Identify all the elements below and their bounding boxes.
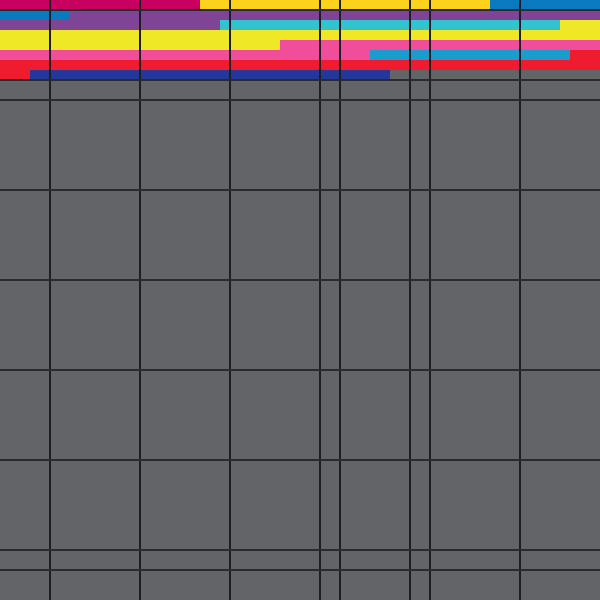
horizontal-grid-line	[0, 569, 600, 571]
horizontal-grid-line	[0, 99, 600, 101]
vertical-grid-line	[429, 0, 431, 600]
vertical-grid-line	[519, 0, 521, 600]
sky-band	[370, 50, 570, 60]
pink-band	[280, 40, 600, 50]
vertical-grid-line	[409, 0, 411, 600]
red-band	[0, 60, 600, 70]
horizontal-grid-line	[0, 79, 600, 81]
vertical-grid-line	[319, 0, 321, 600]
horizontal-grid-line	[0, 189, 600, 191]
horizontal-grid-line	[0, 459, 600, 461]
purple-band	[0, 20, 220, 30]
cyan-band	[220, 20, 560, 30]
purple-band	[70, 10, 600, 20]
yellow-band	[0, 30, 600, 40]
vertical-grid-line	[229, 0, 231, 600]
horizontal-grid-line	[0, 549, 600, 551]
vertical-grid-line	[339, 0, 341, 600]
magenta-band	[0, 0, 200, 10]
navy-band	[30, 70, 390, 80]
pink-band	[0, 50, 370, 60]
vertical-grid-line	[139, 0, 141, 600]
horizontal-grid-line	[0, 9, 600, 11]
gold-band	[200, 0, 490, 10]
horizontal-grid-line	[0, 369, 600, 371]
red-band	[0, 70, 30, 80]
red-band	[570, 50, 600, 60]
horizontal-grid-line	[0, 279, 600, 281]
vertical-grid-line	[49, 0, 51, 600]
blue-band	[0, 10, 70, 20]
blue-band	[490, 0, 600, 10]
yellow-band	[560, 20, 600, 30]
